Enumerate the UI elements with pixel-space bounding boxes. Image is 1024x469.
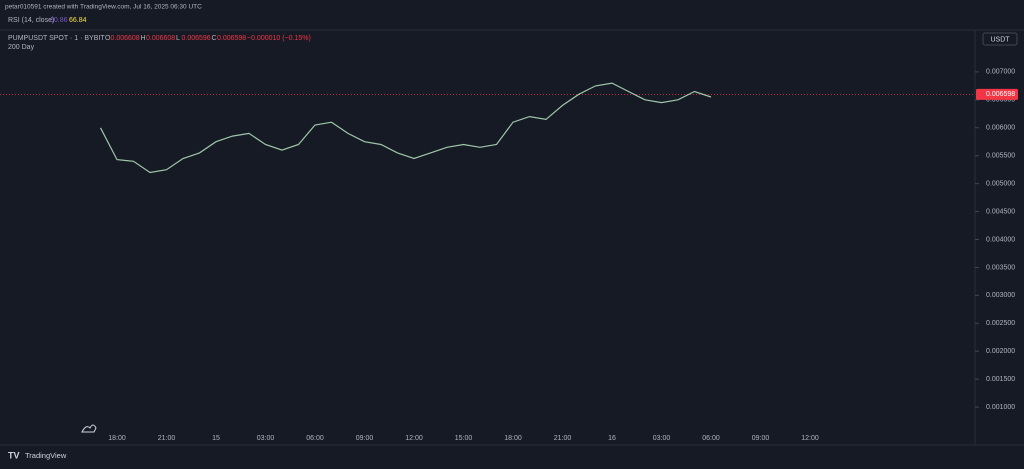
ohlc-label: C <box>212 35 217 42</box>
x-tick-label: 09:00 <box>752 435 770 442</box>
logo-icon <box>81 424 97 433</box>
x-tick-label: 15 <box>212 435 220 442</box>
x-tick-label: 12:00 <box>405 435 423 442</box>
y-tick-label: 0.004500 <box>986 208 1015 215</box>
y-tick-label: 0.003000 <box>986 292 1015 299</box>
rsi-value: 60.86 <box>50 17 68 24</box>
ohlc-label: L <box>176 35 180 42</box>
price-line <box>99 82 712 174</box>
y-tick-label: 0.004000 <box>986 236 1015 243</box>
header: petar010591 created with TradingView.com… <box>5 4 202 11</box>
last-price-box <box>976 88 1018 100</box>
x-tick-label: 09:00 <box>356 435 374 442</box>
ohlc-value: 0.006608 <box>146 35 175 42</box>
y-tick-label: 0.002500 <box>986 320 1015 327</box>
x-tick-label: 18:00 <box>504 435 522 442</box>
ohlc-value: 0.006596 <box>182 35 211 42</box>
y-tick-label: 0.001500 <box>986 376 1015 383</box>
x-tick-label: 21:00 <box>158 435 176 442</box>
currency-box[interactable] <box>982 32 1018 46</box>
ohlc-label: O <box>105 35 111 42</box>
y-tick-label: 0.003500 <box>986 264 1015 271</box>
rsi-label: RSI (14, close) <box>8 17 54 24</box>
y-tick-label: 0.002000 <box>986 348 1015 355</box>
change: −0.000010 (−0.15%) <box>247 35 311 42</box>
y-tick-label: 0.007000 <box>986 69 1015 76</box>
subtitle: 200 Day <box>8 44 35 51</box>
y-tick-label: 0.006500 <box>986 97 1015 104</box>
y-tick-label: 0.006000 <box>986 125 1015 132</box>
rsi-value: 66.84 <box>69 17 87 24</box>
x-tick-label: 16 <box>608 435 616 442</box>
x-tick-label: 15:00 <box>455 435 473 442</box>
footer-brand: TradingView <box>25 451 67 460</box>
y-tick-label: 0.005500 <box>986 153 1015 160</box>
ohlc-value: 0.006598 <box>217 35 246 42</box>
x-tick-label: 03:00 <box>257 435 275 442</box>
x-tick-label: 06:00 <box>702 435 720 442</box>
x-tick-label: 21:00 <box>554 435 572 442</box>
x-tick-label: 06:00 <box>306 435 324 442</box>
x-tick-label: 12:00 <box>801 435 819 442</box>
chart-title: PUMPUSDT SPOT · 1 · BYBIT <box>8 35 105 42</box>
x-tick-label: 03:00 <box>653 435 671 442</box>
currency[interactable]: USDT <box>990 36 1010 43</box>
y-tick-label: 0.001000 <box>986 404 1015 411</box>
x-tick-label: 18:00 <box>108 435 126 442</box>
y-tick-label: 0.005000 <box>986 180 1015 187</box>
footer-logo: TV <box>8 450 20 460</box>
last-price-label: 0.006598 <box>986 91 1015 98</box>
ohlc-value: 0.006608 <box>111 35 140 42</box>
ohlc-label: H <box>141 35 146 42</box>
